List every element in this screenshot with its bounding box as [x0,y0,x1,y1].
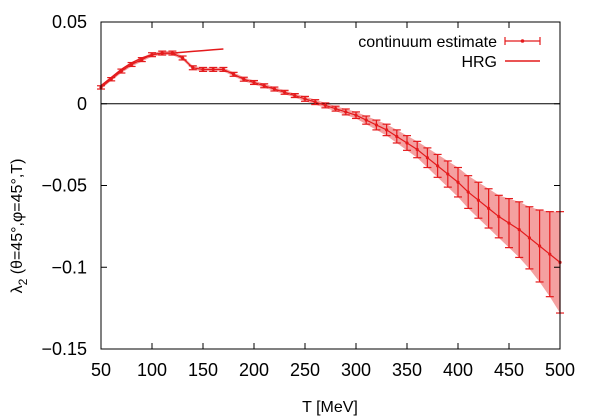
x-tick-label: 400 [443,360,473,380]
data-point [487,206,491,210]
data-point [140,58,144,62]
data-point [191,66,195,70]
x-tick-label: 100 [137,360,167,380]
legend-marks [504,37,541,62]
y-tick-label: −0.15 [41,339,87,359]
y-tick-label: −0.05 [41,176,87,196]
data-point [211,67,215,72]
y-tick-label: 0 [77,94,87,114]
x-tick-label: 250 [290,360,320,380]
y-axis-label: λ2 (θ=45°,φ=45°,T) [9,159,30,294]
data-point [181,56,185,60]
x-tick-label: 150 [188,360,218,380]
data-point [385,128,389,132]
data-point [252,80,256,85]
data-point [293,93,297,98]
y-axis-label-rest: (θ=45°,φ=45°,T) [9,159,26,279]
x-tick-label: 350 [392,360,422,380]
data-point [425,156,429,160]
data-point [119,69,123,73]
y-tick-label: 0.05 [52,12,87,32]
data-point [405,141,409,145]
data-point [538,244,542,248]
data-point [456,180,460,184]
data-point [548,252,552,256]
legend: continuum estimate HRG [358,34,541,71]
x-axis-label: T [MeV] [302,399,358,416]
x-tick-label: 500 [545,360,575,380]
plot-frame [100,21,561,350]
tick-layer: 50 100 150 200 250 300 350 400 450 500 0.05 0 −0.05 −… [41,12,575,380]
data-point [354,113,358,117]
x-tick-label: 200 [239,360,269,380]
data-point [272,87,276,91]
continuum-series-layer [97,50,564,314]
x-tick-label: 450 [494,360,524,380]
data-point [232,72,236,76]
data-point [364,118,368,122]
y-tick-label: −0.1 [51,257,87,277]
x-tick-label: 50 [91,360,111,380]
data-point [476,198,480,202]
legend-label-hrg: HRG [461,54,497,71]
data-point [466,190,470,194]
data-point [160,51,164,55]
data-point [446,172,450,176]
data-point [150,53,154,57]
x-tick-label: 300 [341,360,371,380]
data-point [517,228,521,232]
data-point [201,67,205,72]
data-point [436,164,440,168]
data-point [323,103,327,107]
uncertainty-band [101,51,560,314]
plot-frame-layer [100,21,561,350]
data-point [130,62,134,67]
data-point [262,84,266,88]
data-point [497,214,501,219]
data-point [283,90,287,94]
uncertainty-band-layer [101,51,560,314]
data-point [507,221,511,225]
data-point [303,97,307,101]
legend-mark-continuum-point [520,39,525,43]
data-point [170,51,174,55]
data-point [242,77,246,81]
data-point [415,147,419,152]
data-point [313,100,317,104]
data-point [109,77,113,81]
continuum-line [100,52,561,263]
legend-label-continuum: continuum estimate [358,34,497,51]
data-point [334,107,338,111]
data-point [395,134,399,139]
data-point [344,110,348,114]
y-axis-label-subscript: 2 [16,278,30,285]
data-point [527,236,532,240]
y-axis-label-main: λ [9,285,26,293]
data-point [221,67,225,72]
data-point [374,123,378,127]
